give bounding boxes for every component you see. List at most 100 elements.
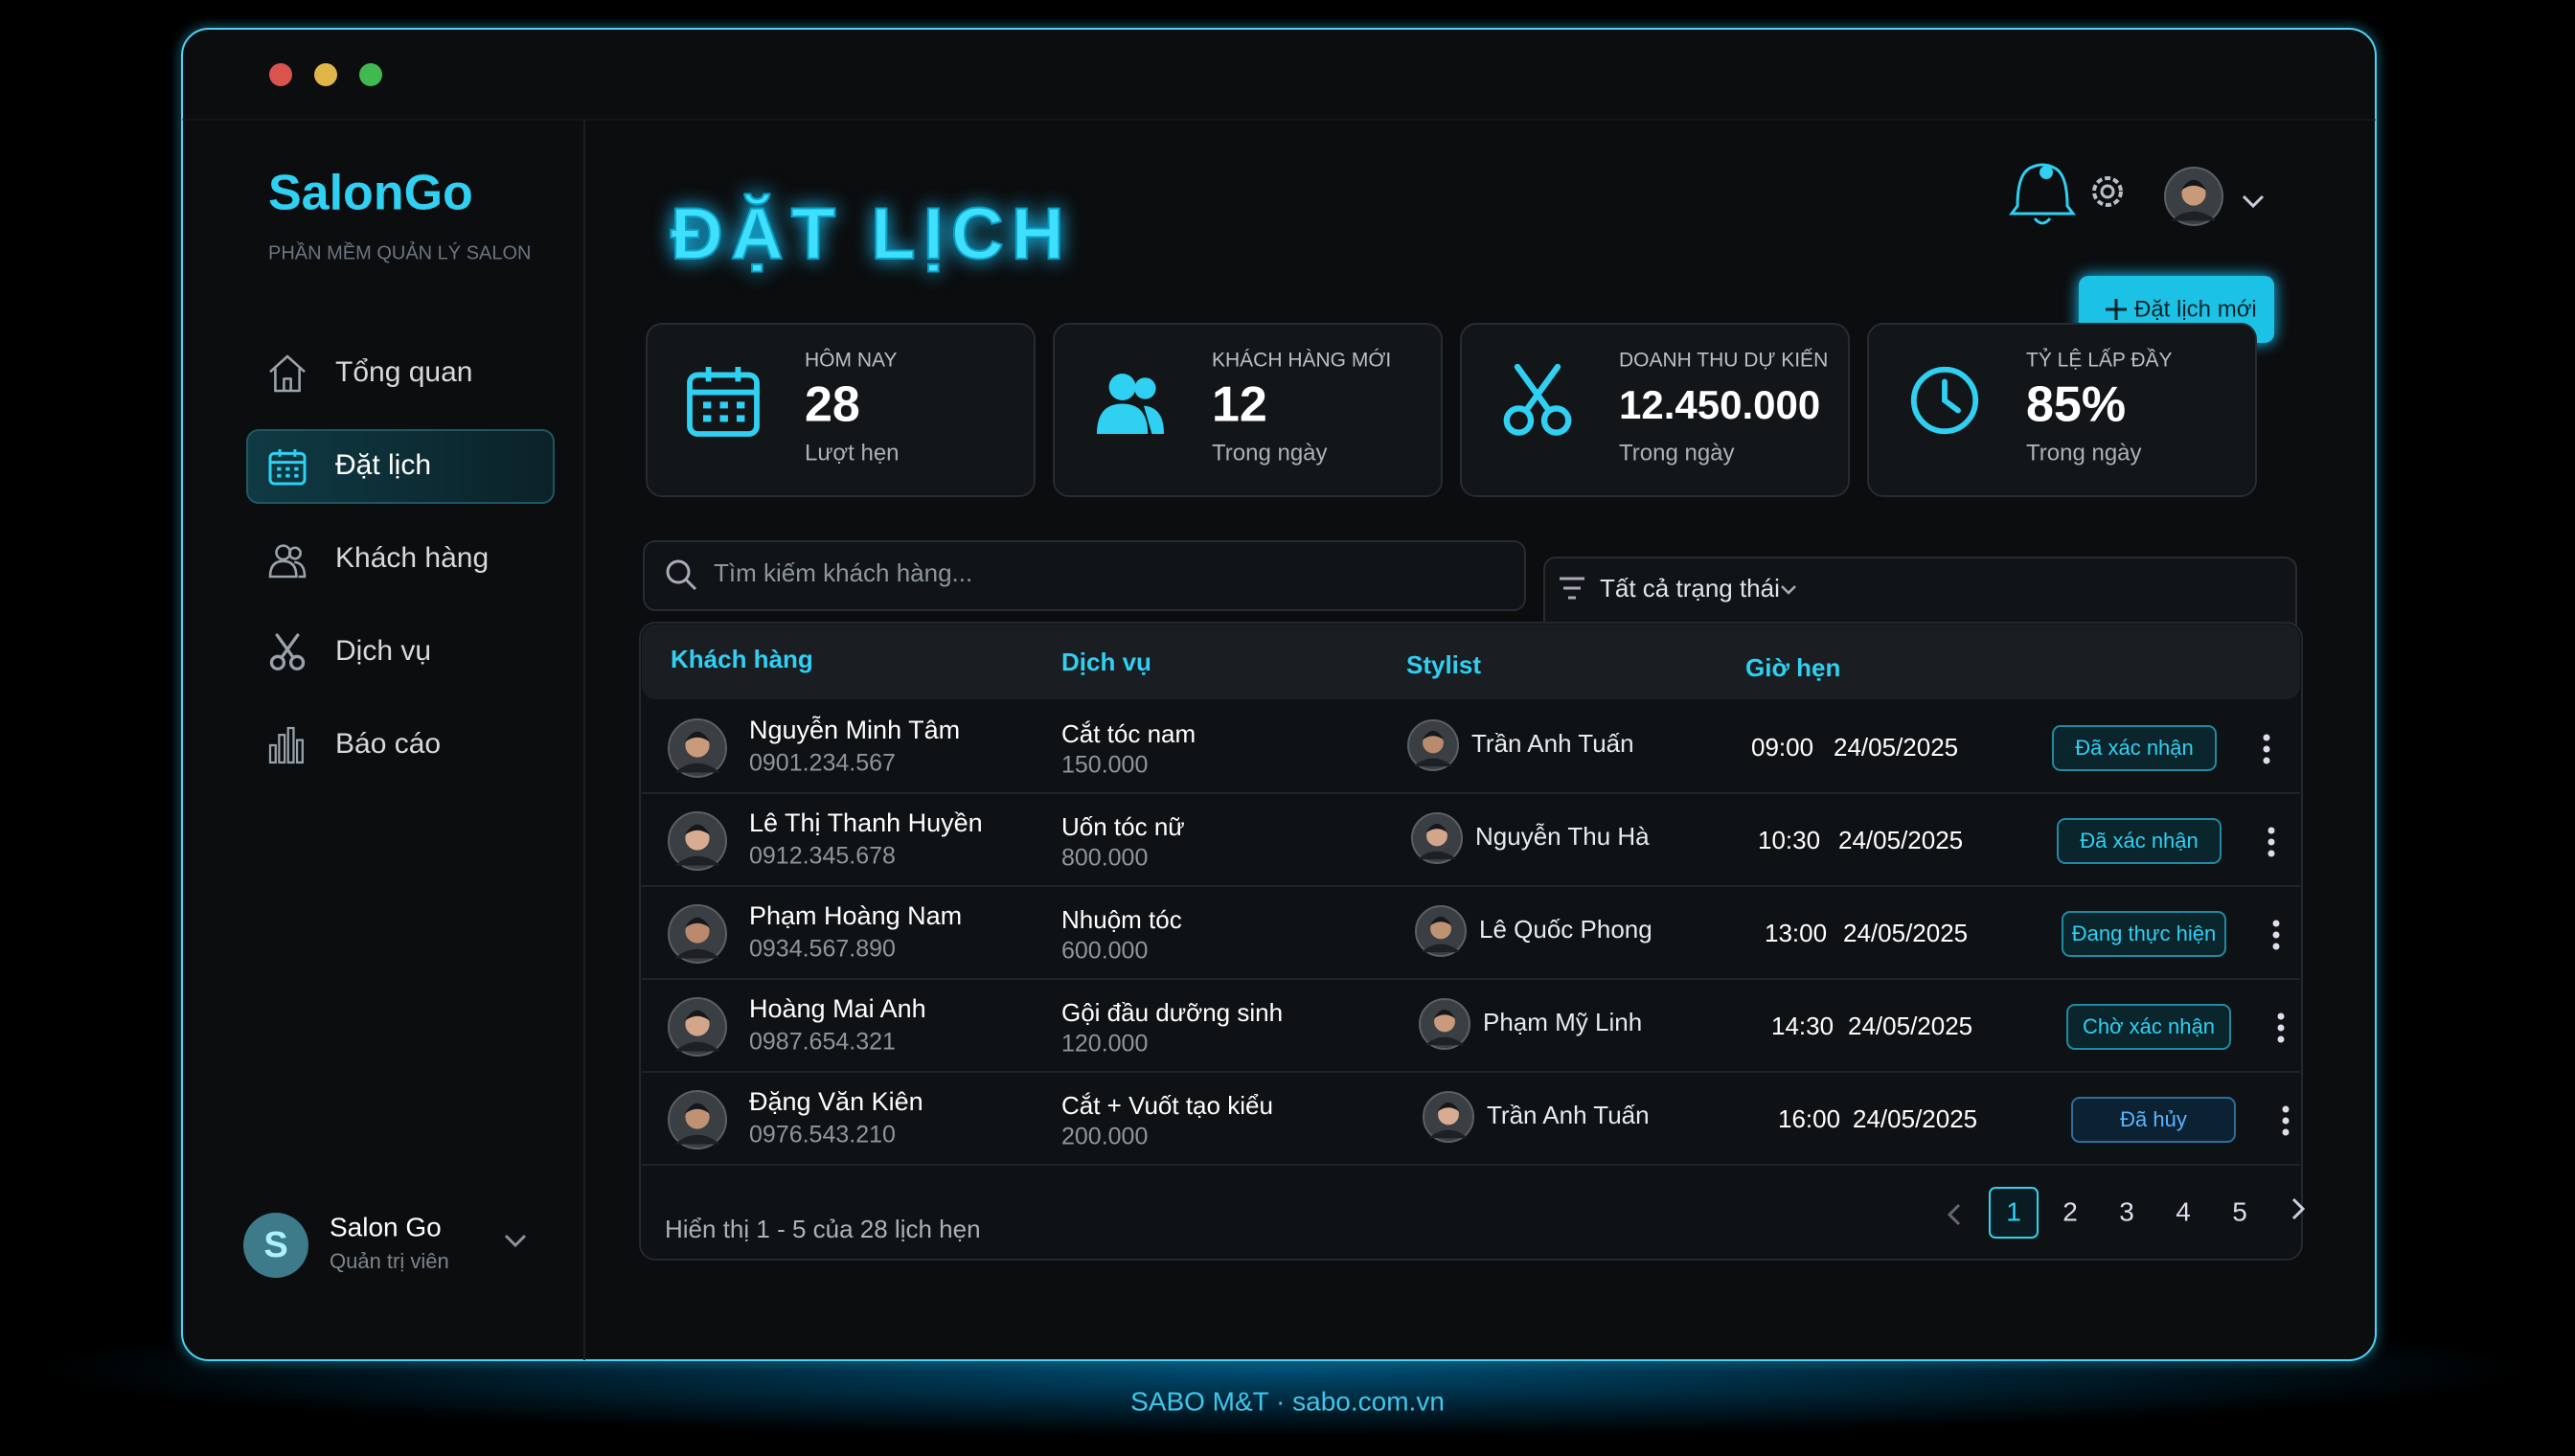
icon-scis-a [269,654,286,671]
avatar-body [674,1134,720,1145]
page-active [1989,1187,2039,1239]
nav-item[interactable]: Đặt lịch [246,429,555,504]
appt-date: 24/05/2025 [1838,826,1963,854]
stat-card: TỶ LỆ LẤP ĐẦY 85% Trong ngày [1867,323,2257,497]
customer-name: Lê Thị Thanh Huyền [749,808,983,837]
table-row[interactable]: Hoàng Mai Anh 0987.654.321 Gội đầu dưỡng s… [642,994,2300,1073]
customer-phone: 0901.234.567 [749,750,896,777]
nav-item[interactable]: Khách hàng [268,542,489,579]
more-dot [2263,745,2270,753]
icon-scis-b [288,654,306,671]
customer-phone: 0987.654.321 [749,1029,896,1056]
avatar-body [674,948,720,959]
more-dot [2282,1128,2290,1136]
status-pill [2062,911,2226,957]
icon-user [1108,374,1136,400]
icon-cal-top [270,449,305,465]
gear-hole [2100,184,2115,199]
next [2291,1197,2306,1220]
table-row[interactable]: Phạm Hoàng Nam 0934.567.890 Nhuộm tóc 600.0… [642,901,2300,980]
avatar-face [1438,1103,1459,1126]
icon-clock [1910,366,1979,435]
icon-cal [268,451,307,486]
more-dot [2277,1035,2285,1043]
status-label: Đã hủy [2120,1107,2187,1131]
stat-note: Trong ngày [1212,440,1328,466]
page-button[interactable]: 3 [2119,1196,2134,1226]
stat-card: DOANH THU DỰ KIẾN 12.450.000 Trong ngày [1460,323,1850,497]
stat-note: Trong ngày [2026,440,2142,466]
appt-date: 24/05/2025 [1843,919,1968,947]
nav-item[interactable]: Dịch vụ [269,633,431,671]
dot-max[interactable] [359,63,382,86]
icon-scis-b [1540,405,1572,436]
avatar-hair [1437,1103,1460,1112]
service-name: Uốn tóc nữ [1061,812,1185,841]
avatar-body [1424,1036,1465,1046]
user-card[interactable]: S Salon Go Quản trị viên [243,1212,527,1278]
status-pill [2057,818,2222,864]
icon-cal-dot [285,473,290,478]
customer-phone: 0976.543.210 [749,1122,896,1149]
search-placeholder: Tìm kiếm khách hàng... [714,558,972,587]
search-box[interactable]: Tìm kiếm khách hàng... [643,540,1526,611]
gear [2092,176,2123,207]
page-button[interactable]: 2 [2062,1196,2078,1226]
status-label: Đang thực hiện [2072,921,2217,945]
nav-item[interactable]: Báo cáo [268,726,441,764]
icon-scis-blades [275,633,300,660]
table-row[interactable]: Lê Thị Thanh Huyền 0912.345.678 Uốn tóc nữ… [642,808,2300,887]
icon-cal-dot [703,401,712,409]
avatar-body [2171,211,2217,221]
stat-label: TỶ LỆ LẤP ĐẦY [2026,350,2173,372]
more-dot [2267,827,2275,834]
content: SalonGo PHẦN MỀM QUẢN LÝ SALON Tổng quan Đặ… [243,163,2306,1416]
more-dot [2282,1117,2290,1125]
icon-bar [295,739,304,764]
icon-user-body [268,559,298,579]
icon-cal-top [690,367,757,396]
nav-item[interactable]: Tổng quan [269,354,472,393]
column-header: Giờ hẹn [1745,653,1840,682]
column-header: Stylist [1406,650,1481,679]
icon-bar [268,743,277,764]
page-button[interactable]: 5 [2232,1196,2247,1226]
column-header: Khách hàng [671,645,813,673]
service-name: Nhuộm tóc [1061,905,1182,934]
appt-time: 09:00 [1751,733,1813,762]
avatar-hair [684,917,711,928]
icon-cal-dot [703,415,712,422]
dot-min[interactable] [314,63,337,86]
icon-user2 [287,546,302,560]
table-row[interactable]: Nguyễn Minh Tâm 0901.234.567 Cắt tóc nam 15… [642,715,2300,794]
table-row[interactable]: Đặng Văn Kiên 0976.543.210 Cắt + Vuốt tạo … [642,1087,2300,1166]
profile[interactable] [2164,167,2265,226]
page-button[interactable]: 1 [1989,1187,2039,1239]
plus [2106,299,2127,320]
stat-note: Trong ngày [1619,440,1735,466]
customer-phone: 0934.567.890 [749,936,896,963]
avatar-body [674,762,720,773]
icon-cal-dot [294,466,299,471]
dot-close[interactable] [269,63,292,86]
nav-label: Báo cáo [335,728,441,760]
pagination: 1 2 3 4 5 [1947,1187,2306,1239]
filter-icon [1560,577,1584,600]
credit: SABO M&T · sabo.com.vn [1130,1386,1445,1416]
card [646,323,1036,497]
icon-cal-dot [277,466,282,471]
avatar-face [1423,732,1444,754]
bell-icon[interactable] [2009,163,2076,225]
icon-user-body [1097,403,1149,434]
user-avatar [243,1213,308,1278]
avatar-hair [684,824,711,835]
page-button[interactable]: 4 [2176,1196,2191,1226]
table-header [642,625,2300,699]
stat-card: HÔM NAY 28 Lượt hẹn [646,323,1036,497]
avatar-body [1413,758,1453,767]
icon-cal [687,372,760,437]
table [639,622,2303,1261]
icon-cal-dot [277,473,282,478]
settings-icon[interactable] [2092,176,2123,207]
avatar-hair [2180,179,2207,191]
